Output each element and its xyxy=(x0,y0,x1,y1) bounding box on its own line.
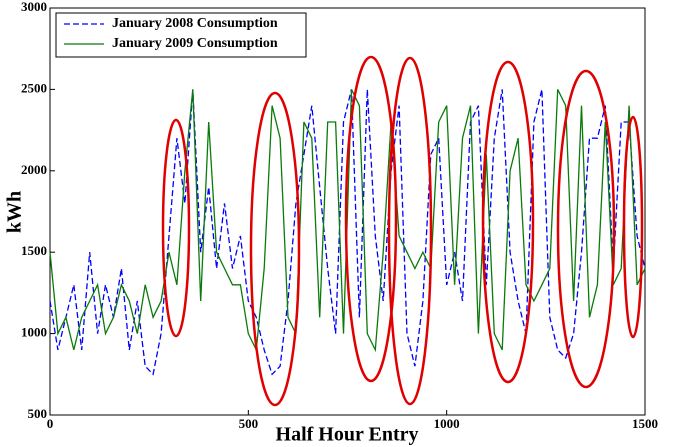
x-tick-label: 500 xyxy=(239,416,259,431)
x-tick-label: 1500 xyxy=(632,416,658,431)
annotations xyxy=(161,55,644,407)
y-tick-label: 3000 xyxy=(21,0,47,14)
series-line xyxy=(49,89,646,376)
highlight-ellipse xyxy=(622,115,644,339)
highlight-ellipse xyxy=(249,91,301,407)
highlight-ellipse xyxy=(387,56,433,406)
series-line xyxy=(49,89,646,353)
legend-label: January 2008 Consumption xyxy=(112,16,278,31)
y-tick-label: 1000 xyxy=(21,325,47,340)
highlight-ellipse xyxy=(344,55,398,383)
x-tick-label: 0 xyxy=(47,416,54,431)
highlight-ellipse xyxy=(556,69,616,389)
legend-label: January 2009 Consumption xyxy=(112,36,278,51)
legend-box xyxy=(55,12,307,58)
y-axis-label: kWh xyxy=(4,191,26,233)
x-axis-label: Half Hour Entry xyxy=(276,424,419,446)
y-tick-label: 1500 xyxy=(21,243,47,258)
highlight-ellipse xyxy=(161,118,191,338)
marks xyxy=(49,89,646,376)
y-tick-label: 2000 xyxy=(21,162,47,177)
x-tick-label: 1000 xyxy=(434,416,460,431)
y-tick-label: 2500 xyxy=(21,80,47,95)
y-tick-label: 500 xyxy=(28,406,48,421)
legend: January 2008 Consumption January 2009 Con… xyxy=(55,12,307,58)
highlight-ellipse xyxy=(481,60,535,384)
